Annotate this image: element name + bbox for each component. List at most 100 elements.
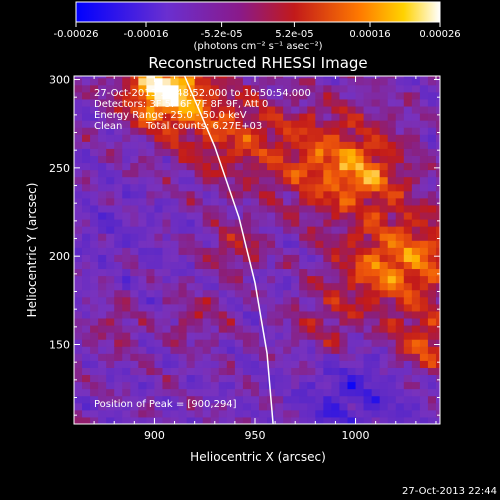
heatmap-cell [339, 261, 348, 270]
heatmap-cell [210, 113, 220, 121]
heatmap-cell [315, 381, 324, 390]
heatmap-cell [98, 374, 107, 383]
heatmap-cell [283, 219, 292, 227]
heatmap-cell [291, 127, 300, 135]
heatmap-cell [210, 388, 220, 397]
heatmap-cell [154, 113, 163, 121]
heatmap-cell [339, 381, 348, 390]
heatmap-cell [170, 155, 180, 164]
heatmap-cell [74, 197, 83, 206]
heatmap-cell [234, 247, 244, 255]
heatmap-cell [355, 268, 365, 277]
heatmap-cell [299, 268, 308, 277]
heatmap-cell [242, 134, 252, 142]
heatmap-cell [98, 134, 107, 142]
heatmap-cell [307, 409, 316, 418]
heatmap-cell [259, 219, 268, 227]
heatmap-cell [98, 120, 107, 128]
heatmap-cell [395, 91, 405, 100]
heatmap-cell [323, 134, 332, 142]
heatmap-cell [162, 268, 172, 277]
heatmap-cell [395, 183, 405, 192]
heatmap-cell [283, 113, 292, 121]
heatmap-cell [194, 204, 204, 213]
heatmap-cell [194, 113, 204, 121]
heatmap-cell [90, 84, 99, 93]
heatmap-cell [146, 339, 155, 347]
heatmap-cell [250, 190, 260, 199]
heatmap-cell [82, 226, 91, 234]
heatmap-cell [435, 318, 440, 326]
heatmap-cell [138, 98, 147, 107]
heatmap-cell [339, 409, 348, 418]
heatmap-cell [291, 183, 300, 192]
heatmap-cell [283, 127, 292, 135]
heatmap-cell [146, 332, 155, 340]
heatmap-cell [331, 374, 340, 383]
heatmap-cell [379, 183, 389, 192]
heatmap-cell [395, 106, 405, 114]
heatmap-cell [347, 275, 357, 284]
heatmap-cell [114, 169, 123, 178]
heatmap-cell [331, 148, 340, 156]
heatmap-cell [218, 148, 228, 156]
heatmap-cell [291, 98, 300, 107]
heatmap-cell [307, 374, 316, 383]
heatmap-cell [299, 127, 308, 135]
heatmap-cell [98, 416, 107, 424]
heatmap-cell [363, 374, 373, 383]
heatmap-cell [242, 120, 252, 128]
heatmap-cell [355, 275, 365, 284]
heatmap-cell [226, 254, 236, 262]
heatmap-cell [395, 176, 405, 185]
heatmap-cell [114, 275, 123, 284]
heatmap-cell [283, 346, 292, 354]
heatmap-cell [419, 134, 429, 142]
heatmap-cell [315, 233, 324, 241]
heatmap-cell [275, 197, 284, 206]
heatmap-cell [106, 289, 115, 298]
heatmap-cell [427, 332, 437, 340]
heatmap-cell [234, 127, 244, 135]
heatmap-cell [170, 381, 180, 390]
heatmap-cell [355, 388, 365, 397]
heatmap-cell [194, 197, 204, 206]
heatmap-cell [291, 106, 300, 114]
heatmap-cell [339, 91, 348, 100]
heatmap-cell [355, 282, 365, 291]
heatmap-cell [403, 325, 413, 333]
heatmap-cell [307, 190, 316, 199]
heatmap-cell [194, 303, 204, 312]
heatmap-cell [339, 190, 348, 199]
heatmap-cell [218, 296, 228, 305]
heatmap-cell [210, 289, 220, 298]
heatmap-cell [371, 98, 381, 107]
heatmap-cell [98, 113, 107, 121]
heatmap-cell [106, 155, 115, 164]
heatmap-cell [387, 212, 397, 220]
heatmap-cell [226, 204, 236, 213]
heatmap-cell [186, 296, 196, 305]
heatmap-cell [186, 395, 196, 404]
heatmap-cell [146, 310, 155, 319]
heatmap-cell [178, 289, 188, 298]
heatmap-cell [435, 84, 440, 93]
heatmap-cell [267, 282, 276, 291]
heatmap-cell [419, 233, 429, 241]
heatmap-cell [114, 268, 123, 277]
heatmap-cell [315, 318, 324, 326]
heatmap-cell [395, 339, 405, 347]
heatmap-cell [122, 204, 131, 213]
heatmap-cell [106, 212, 115, 220]
heatmap-cell [74, 240, 83, 248]
heatmap-cell [379, 106, 389, 114]
heatmap-cell [186, 303, 196, 312]
heatmap-cell [379, 416, 389, 424]
heatmap-cell [379, 318, 389, 326]
heatmap-cell [170, 388, 180, 397]
heatmap-cell [419, 106, 429, 114]
heatmap-cell [250, 127, 260, 135]
heatmap-cell [234, 402, 244, 411]
heatmap-cell [339, 176, 348, 185]
heatmap-cell [419, 169, 429, 178]
